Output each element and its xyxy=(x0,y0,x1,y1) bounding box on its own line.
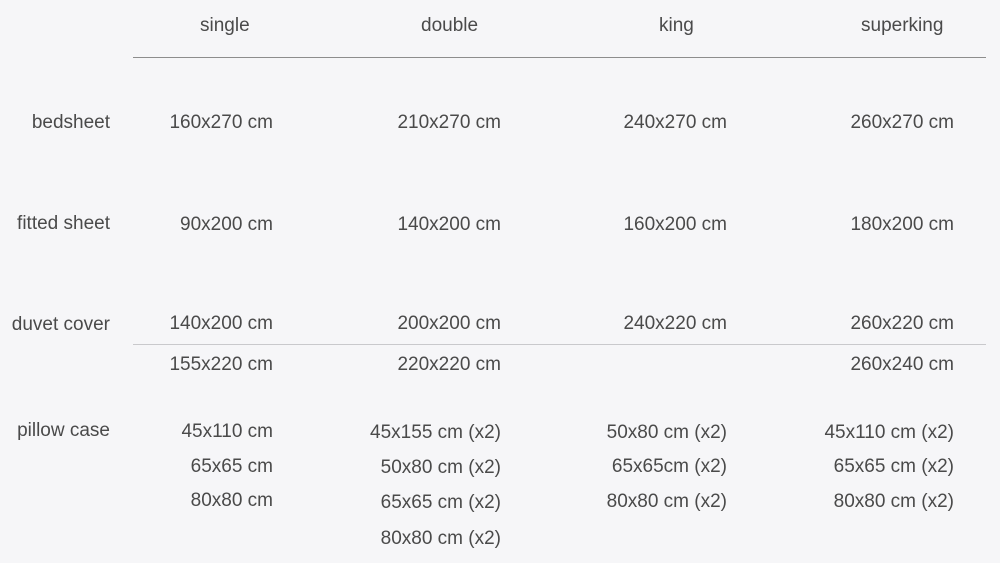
cell-bedsheet-king: 240x270 cm xyxy=(623,112,727,133)
column-header-superking: superking xyxy=(861,15,944,36)
cell-pillow-single: 80x80 cm xyxy=(190,490,273,511)
column-header-single: single xyxy=(200,15,250,36)
cell-pillow-superking: 45x110 cm (x2) xyxy=(824,422,954,443)
cell-pillow-double: 80x80 cm (x2) xyxy=(380,528,501,549)
header-divider xyxy=(133,57,986,58)
cell-pillow-king: 80x80 cm (x2) xyxy=(606,491,727,512)
cell-pillow-double: 50x80 cm (x2) xyxy=(380,457,501,478)
cell-duvet-cover-alt-superking: 260x240 cm xyxy=(850,354,954,375)
cell-fitted-sheet-single: 90x200 cm xyxy=(180,214,273,235)
cell-duvet-cover-alt-single: 155x220 cm xyxy=(169,354,273,375)
cell-bedsheet-double: 210x270 cm xyxy=(397,112,501,133)
cell-bedsheet-single: 160x270 cm xyxy=(169,112,273,133)
cell-pillow-single: 65x65 cm xyxy=(190,456,273,477)
cell-pillow-superking: 80x80 cm (x2) xyxy=(833,491,954,512)
cell-duvet-cover-double: 200x200 cm xyxy=(397,313,501,334)
cell-pillow-superking: 65x65 cm (x2) xyxy=(833,456,954,477)
cell-duvet-cover-superking: 260x220 cm xyxy=(850,313,954,334)
cell-pillow-double: 65x65 cm (x2) xyxy=(380,492,501,513)
duvet-cover-divider xyxy=(133,344,986,345)
cell-fitted-sheet-king: 160x200 cm xyxy=(623,214,727,235)
cell-duvet-cover-king: 240x220 cm xyxy=(623,313,727,334)
column-header-king: king xyxy=(659,15,694,36)
row-label-duvet-cover: duvet cover xyxy=(11,314,110,335)
cell-pillow-single: 45x110 cm xyxy=(181,421,273,442)
column-header-double: double xyxy=(421,15,479,36)
cell-pillow-king: 65x65cm (x2) xyxy=(611,456,727,477)
row-label-fitted-sheet: fitted sheet xyxy=(17,213,110,234)
cell-duvet-cover-alt-double: 220x220 cm xyxy=(397,354,501,375)
cell-duvet-cover-single: 140x200 cm xyxy=(169,313,273,334)
row-label-bedsheet: bedsheet xyxy=(31,112,110,133)
cell-pillow-king: 50x80 cm (x2) xyxy=(606,422,727,443)
cell-fitted-sheet-superking: 180x200 cm xyxy=(850,214,954,235)
cell-fitted-sheet-double: 140x200 cm xyxy=(397,214,501,235)
cell-bedsheet-superking: 260x270 cm xyxy=(850,112,954,133)
cell-pillow-double: 45x155 cm (x2) xyxy=(370,422,501,443)
row-label-pillow-case: pillow case xyxy=(17,420,110,441)
